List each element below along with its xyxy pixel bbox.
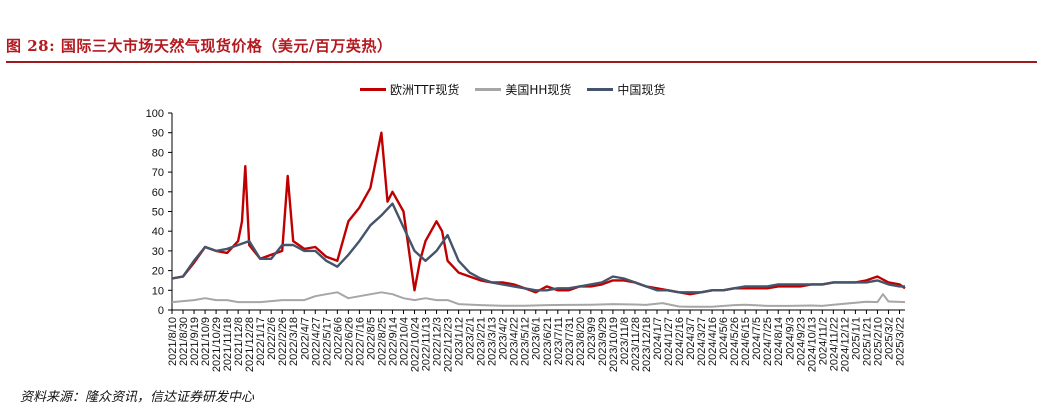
x-tick-label: 2025/1/21 <box>861 317 873 366</box>
x-tick-label: 2023/2/1 <box>465 317 477 360</box>
x-tick-label: 2024/9/3 <box>784 317 796 360</box>
x-tick-label: 2021/8/10 <box>167 317 179 366</box>
chart-legend: 欧洲TTF现货 美国HH现货 中国现货 <box>360 80 681 98</box>
legend-item-ttf: 欧洲TTF现货 <box>360 81 459 98</box>
x-tick-label: 2021/12/28 <box>244 317 256 372</box>
x-tick-label: 2022/2/26 <box>277 317 289 366</box>
x-tick-label: 2025/3/2 <box>883 317 895 360</box>
x-tick-label: 2023/12/18 <box>641 317 653 372</box>
x-tick-label: 2022/6/26 <box>343 317 355 366</box>
x-tick-label: 2023/11/8 <box>619 317 631 365</box>
y-tick-label: 40 <box>152 226 164 238</box>
x-tick-label: 2022/2/6 <box>266 317 278 360</box>
x-tick-label: 2022/12/3 <box>432 317 444 366</box>
x-tick-label: 2023/8/20 <box>575 317 587 366</box>
x-tick-label: 2022/8/25 <box>376 317 388 366</box>
x-tick-label: 2022/7/16 <box>354 317 366 366</box>
x-tick-label: 2024/9/23 <box>795 317 807 366</box>
x-tick-label: 2023/11/28 <box>630 317 642 371</box>
x-tick-label: 2023/7/11 <box>553 317 565 365</box>
series-line-hh <box>171 291 906 308</box>
x-tick-label: 2021/9/19 <box>189 317 201 366</box>
price-line-chart: 0 10 20 30 40 50 60 70 80 90 100 2021/8/10 2021/8/30… <box>146 108 907 372</box>
x-tick-label: 2024/2/16 <box>674 317 686 366</box>
x-tick-label: 2025/1/1 <box>850 317 862 360</box>
x-tick-label: 2022/1/17 <box>255 317 267 366</box>
x-tick-label: 2022/8/5 <box>365 317 377 360</box>
x-tick-label: 2023/2/21 <box>476 317 488 366</box>
x-tick-label: 2025/3/22 <box>894 317 906 366</box>
x-tick-label: 2022/11/13 <box>421 317 433 371</box>
x-tick-label: 2024/11/22 <box>828 317 840 371</box>
x-tick-label: 2024/3/27 <box>696 317 708 366</box>
legend-label-hh: 美国HH现货 <box>505 82 572 97</box>
y-tick-label: 70 <box>152 167 164 179</box>
y-tick-label: 80 <box>152 147 164 159</box>
x-tick-label: 2021/11/18 <box>222 317 234 371</box>
x-tick-label: 2024/8/14 <box>773 317 785 366</box>
x-tick-label: 2024/7/5 <box>751 317 763 360</box>
figure-title: 图 28: 国际三大市场天然气现货价格（美元/百万英热） <box>6 37 393 55</box>
x-tick-label: 2023/10/19 <box>608 317 620 372</box>
x-tick-label: 2021/12/8 <box>233 317 245 366</box>
x-tick-label: 2022/4/7 <box>299 317 311 360</box>
x-tick-label: 2024/3/7 <box>685 317 697 360</box>
x-tick-label: 2022/10/24 <box>409 317 421 372</box>
x-tick-label: 2024/12/12 <box>839 317 851 372</box>
legend-label-china: 中国现货 <box>617 82 666 97</box>
x-tick-label: 2023/5/12 <box>520 317 532 366</box>
y-tick-label: 30 <box>152 246 164 258</box>
x-tick-label: 2025/2/10 <box>872 317 884 366</box>
x-tick-label: 2023/7/31 <box>564 317 576 366</box>
legend-label-ttf: 欧洲TTF现货 <box>390 82 460 97</box>
x-tick-label: 2024/10/13 <box>806 317 818 372</box>
x-tick-label: 2024/7/25 <box>762 317 774 366</box>
x-tick-label: 2021/8/30 <box>178 317 190 366</box>
x-tick-label: 2023/4/2 <box>498 317 510 360</box>
source-note: 资料来源：隆众资讯，信达证券研发中心 <box>20 390 255 405</box>
x-tick-label: 2021/10/9 <box>200 317 212 366</box>
x-tick-label: 2023/1/12 <box>454 317 466 366</box>
legend-item-china: 中国现货 <box>587 81 665 98</box>
y-tick-label: 0 <box>158 305 164 317</box>
y-tick-label: 100 <box>146 108 164 120</box>
x-tick-label: 2023/6/1 <box>531 317 543 360</box>
x-tick-label: 2023/9/9 <box>586 317 598 360</box>
y-tick-label: 50 <box>152 207 164 219</box>
legend-swatch-hh <box>475 87 502 91</box>
x-tick-label: 2024/4/16 <box>707 317 719 366</box>
series-line-ttf <box>171 131 906 296</box>
x-tick-label: 2023/3/13 <box>487 317 499 366</box>
x-tick-label: 2022/5/17 <box>321 317 333 366</box>
x-tick-label: 2022/10/4 <box>398 317 410 366</box>
x-tick-label: 2022/4/27 <box>310 317 322 366</box>
x-tick-label: 2022/3/18 <box>288 317 300 366</box>
x-tick-label: 2024/5/6 <box>718 317 730 360</box>
x-tick-label: 2024/5/26 <box>729 317 741 366</box>
x-tick-label: 2024/11/2 <box>817 317 829 365</box>
legend-swatch-ttf <box>360 87 386 91</box>
figure-title-bar: 图 28: 国际三大市场天然气现货价格（美元/百万英热） <box>6 35 1037 63</box>
x-tick-label: 2023/6/21 <box>542 317 554 366</box>
series-line-china <box>171 202 905 294</box>
x-tick-label: 2022/9/14 <box>387 317 399 366</box>
x-tick-label: 2024/6/15 <box>740 317 752 366</box>
x-tick-label: 2024/1/7 <box>652 317 664 360</box>
legend-swatch-china <box>587 87 614 91</box>
y-tick-label: 20 <box>152 266 164 278</box>
x-tick-label: 2021/10/29 <box>211 317 223 372</box>
x-tick-label: 2023/9/29 <box>597 317 609 366</box>
y-tick-label: 60 <box>152 187 164 199</box>
x-tick-label: 2024/1/27 <box>663 317 675 366</box>
x-tick-label: 2022/12/23 <box>443 317 455 372</box>
x-tick-label: 2023/4/22 <box>509 317 521 366</box>
y-tick-label: 90 <box>152 128 164 140</box>
y-tick-label: 10 <box>152 285 164 297</box>
x-tick-label: 2022/6/6 <box>332 317 344 360</box>
legend-item-hh: 美国HH现货 <box>475 81 571 98</box>
